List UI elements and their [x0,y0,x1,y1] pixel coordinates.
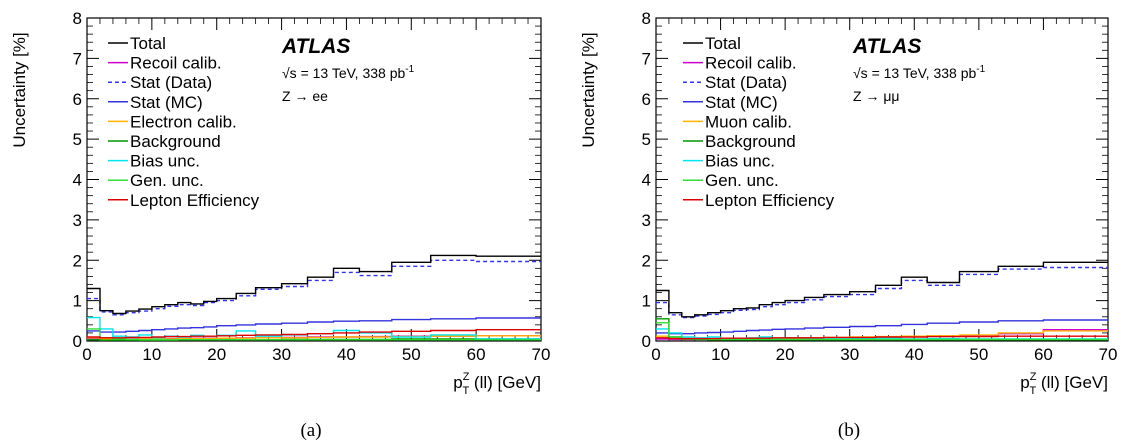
x-axis-title-main: p [453,373,462,392]
x-tick-label: 20 [776,345,795,364]
y-tick-label: 6 [73,90,82,109]
y-tick-label: 2 [73,251,82,270]
y-tick-label: 1 [642,292,651,311]
channel-label: Z → ee [282,88,328,104]
x-tick-label: 70 [1099,345,1118,364]
y-tick-label: 8 [642,9,651,28]
series-line-total [656,261,1108,318]
series-line-stat-mc [87,317,541,333]
y-tick-label: 4 [73,171,82,190]
legend-label: Lepton Efficiency [705,191,835,210]
series-line-stat-mc [656,319,1108,335]
legend-label: Recoil calib. [130,54,222,73]
series-line-total [87,254,541,315]
y-tick-label: 3 [73,211,82,230]
y-tick-label: 0 [642,332,651,351]
x-axis-title-sup: Z [463,371,470,383]
y-tick-label: 3 [642,211,651,230]
x-tick-label: 0 [651,345,660,364]
legend-label: Gen. unc. [130,171,204,190]
x-tick-label: 30 [272,345,291,364]
legend-label: Background [705,132,796,151]
experiment-label: ATLAS [281,35,350,58]
x-tick-label: 10 [142,345,161,364]
x-tick-label: 50 [402,345,421,364]
legend-label: Stat (MC) [130,93,203,112]
y-axis-title: Uncertainty [%] [579,32,598,147]
x-tick-label: 70 [532,345,551,364]
panel-caption: (a) [300,420,321,441]
x-axis-title: pZ T (ll) [GeV] [1020,371,1108,397]
x-tick-label: 10 [711,345,730,364]
legend-label: Stat (MC) [705,93,778,112]
series-line-stat-data [656,266,1108,319]
x-tick-label: 40 [337,345,356,364]
legend-label: Bias unc. [705,152,775,171]
x-tick-label: 40 [905,345,924,364]
legend-label: Lepton Efficiency [130,191,260,210]
x-axis-title-rest: (ll) [GeV] [1036,373,1108,392]
y-tick-label: 7 [642,49,651,68]
x-tick-label: 30 [840,345,859,364]
series-line-gen-unc [87,328,541,341]
x-tick-label: 60 [1034,345,1053,364]
series-line-stat-data [87,259,541,316]
y-tick-label: 7 [73,49,82,68]
legend-label: Recoil calib. [705,54,797,73]
y-tick-label: 5 [73,130,82,149]
series-line-lepton-efficiency [656,335,1108,340]
legend-label: Muon calib. [705,112,792,131]
series-line-lepton-efficiency [87,329,541,339]
y-tick-label: 6 [642,90,651,109]
energy-lumi-superscript: -1 [405,64,414,75]
x-tick-label: 0 [82,345,91,364]
y-tick-label: 4 [642,171,651,190]
x-axis-title: pZ T (ll) [GeV] [453,371,541,397]
legend-label: Total [130,34,166,53]
y-tick-label: 5 [642,130,651,149]
x-axis-title-rest: (ll) [GeV] [469,373,541,392]
x-axis-title-sup: Z [1030,371,1037,383]
legend-label: Total [705,34,741,53]
legend-label: Stat (Data) [705,73,787,92]
energy-lumi-superscript: -1 [976,64,985,75]
x-axis-title-sub: T [462,385,469,397]
x-tick-label: 60 [467,345,486,364]
x-axis-title-main: p [1020,373,1029,392]
channel-label: Z → μμ [853,88,899,104]
x-axis-title-sub: T [1029,385,1036,397]
y-axis-title: Uncertainty [%] [10,32,29,147]
legend-label: Electron calib. [130,112,237,131]
legend-label: Bias unc. [130,152,200,171]
experiment-label: ATLAS [852,35,921,58]
legend-label: Background [130,132,221,151]
y-tick-label: 8 [73,9,82,28]
legend-label: Stat (Data) [130,73,212,92]
energy-lumi-label: √s = 13 TeV, 338 pb-1 [282,64,415,81]
panel-caption: (b) [838,420,860,441]
y-tick-label: 2 [642,251,651,270]
x-tick-label: 50 [969,345,988,364]
legend-label: Gen. unc. [705,171,779,190]
y-tick-label: 1 [73,292,82,311]
energy-lumi-label: √s = 13 TeV, 338 pb-1 [853,64,986,81]
y-tick-label: 0 [73,332,82,351]
x-tick-label: 20 [207,345,226,364]
